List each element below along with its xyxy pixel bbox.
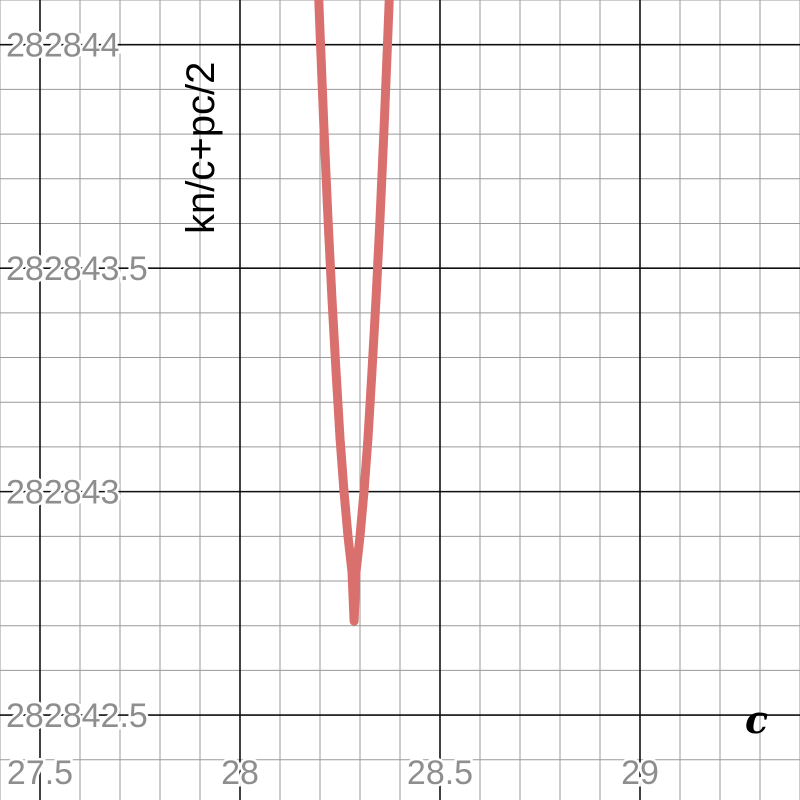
y-axis-label: kn/c+pc/2 bbox=[179, 62, 223, 234]
x-tick-label: 27.5 bbox=[7, 754, 73, 792]
series-layer bbox=[314, 0, 394, 626]
y-tick-label: 282844 bbox=[6, 27, 119, 65]
x-tick-label: 28 bbox=[221, 754, 259, 792]
x-axis-label: c bbox=[745, 697, 768, 742]
y-tick-label: 282843.5 bbox=[6, 250, 148, 288]
tick-labels: 27.5 28 28.5 29 282844 282843.5 282843 282842.5 bbox=[4, 24, 662, 794]
x-tick-label: 29 bbox=[621, 754, 659, 792]
y-tick-label: 282843 bbox=[6, 474, 119, 512]
series-line bbox=[314, 0, 394, 626]
y-tick-label: 282842.5 bbox=[6, 697, 148, 735]
x-tick-label: 28.5 bbox=[407, 754, 473, 792]
